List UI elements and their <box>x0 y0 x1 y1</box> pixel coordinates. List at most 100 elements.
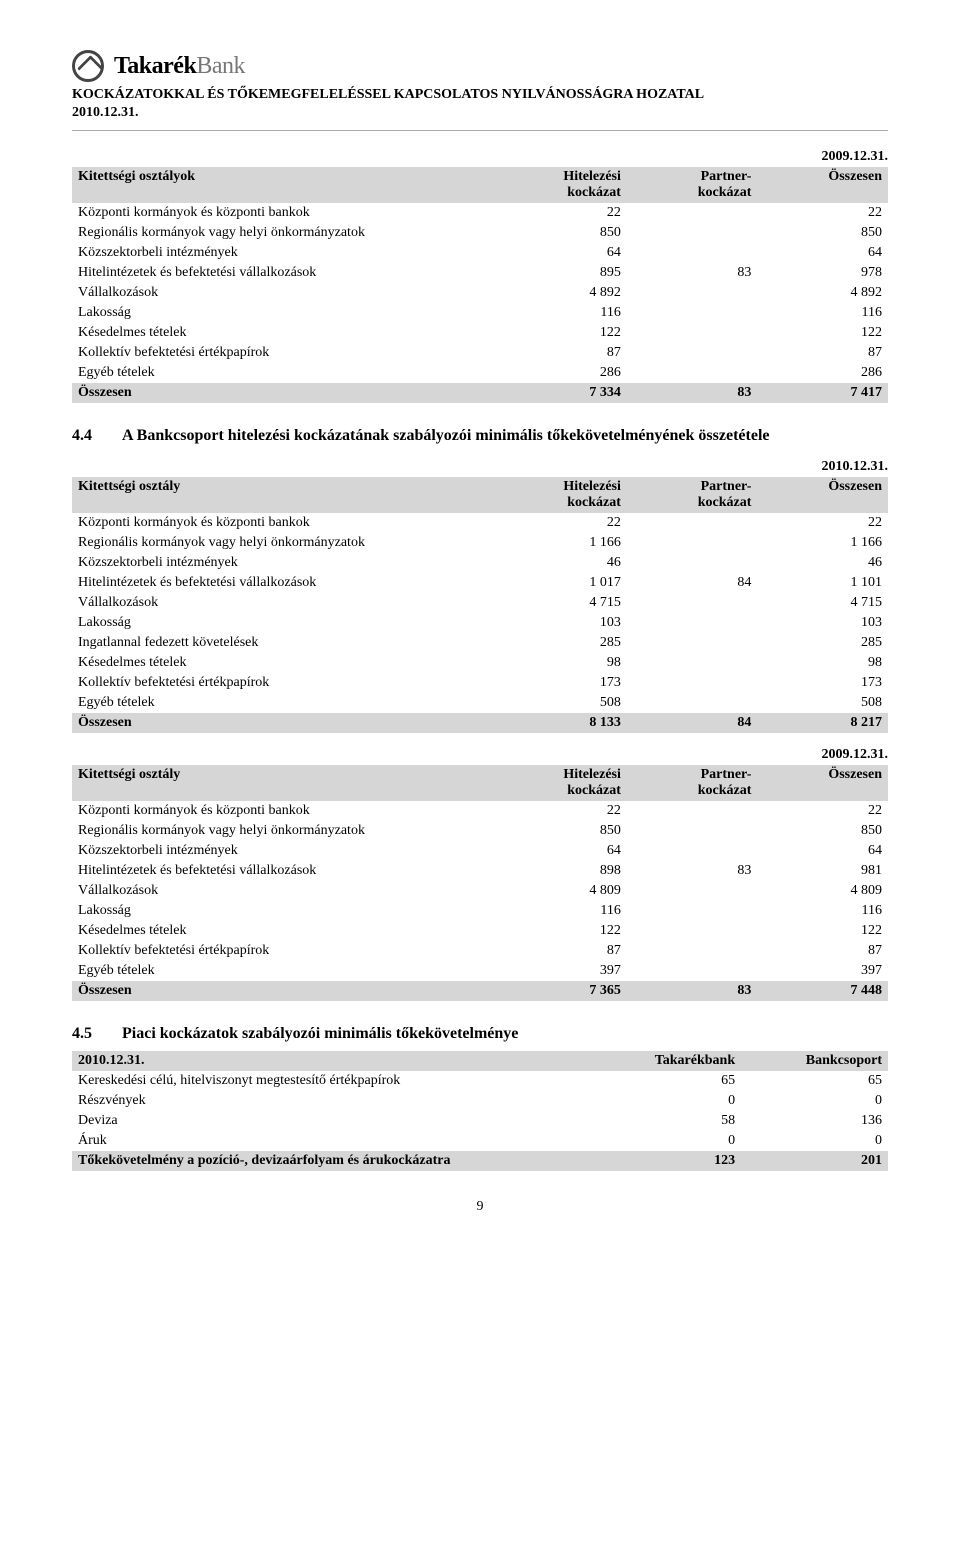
table-row: Egyéb tételek 397 397 <box>72 961 888 981</box>
row-v3: 508 <box>757 693 888 713</box>
table-row: Közszektorbeli intézmények 46 46 <box>72 553 888 573</box>
row-v3: 173 <box>757 673 888 693</box>
total-v3: 8 217 <box>757 713 888 733</box>
table3-total: Összesen 7 365 83 7 448 <box>72 981 888 1001</box>
header-title: KOCKÁZATOKKAL ÉS TŐKEMEGFELELÉSSEL KAPCS… <box>72 86 888 122</box>
total-v3: 7 448 <box>757 981 888 1001</box>
table-row: Egyéb tételek 508 508 <box>72 693 888 713</box>
table-row: Részvények 0 0 <box>72 1091 888 1111</box>
total-label: Összesen <box>72 713 496 733</box>
section-44: 4.4 A Bankcsoport hitelezési kockázatána… <box>72 427 888 445</box>
row-v1: 1 017 <box>496 573 627 593</box>
section-45-title: Piaci kockázatok szabályozói minimális t… <box>122 1025 888 1043</box>
row-label: Közszektorbeli intézmények <box>72 553 496 573</box>
row-v2 <box>627 243 758 263</box>
row-v3: 116 <box>757 303 888 323</box>
logo: TakarékBank <box>72 50 888 82</box>
row-v1: 173 <box>496 673 627 693</box>
logo-text-sub: Bank <box>196 53 245 79</box>
table-row: Kollektív befektetési értékpapírok 87 87 <box>72 343 888 363</box>
row-label: Kollektív befektetési értékpapírok <box>72 673 496 693</box>
total-label: Összesen <box>72 383 496 403</box>
row-v1: 4 809 <box>496 881 627 901</box>
row-v1: 4 892 <box>496 283 627 303</box>
table2-h1: Hitelezésikockázat <box>496 477 627 513</box>
table1-h3: Összesen <box>757 167 888 203</box>
row-v2: 84 <box>627 573 758 593</box>
total-v1: 123 <box>594 1151 741 1171</box>
row-v3: 4 892 <box>757 283 888 303</box>
row-v2 <box>627 941 758 961</box>
row-v1: 103 <box>496 613 627 633</box>
row-v3: 46 <box>757 553 888 573</box>
row-label: Központi kormányok és központi bankok <box>72 801 496 821</box>
row-v3: 64 <box>757 243 888 263</box>
total-label: Összesen <box>72 981 496 1001</box>
row-v2 <box>627 633 758 653</box>
row-v3: 22 <box>757 801 888 821</box>
row-v1: 64 <box>496 841 627 861</box>
table1-date: 2009.12.31. <box>72 149 888 165</box>
row-v2 <box>627 921 758 941</box>
row-v3: 1 166 <box>757 533 888 553</box>
row-v1: 285 <box>496 633 627 653</box>
row-v3: 116 <box>757 901 888 921</box>
row-v1: 122 <box>496 921 627 941</box>
row-label: Deviza <box>72 1111 594 1131</box>
row-v2: 136 <box>741 1111 888 1131</box>
page-header: TakarékBank KOCKÁZATOKKAL ÉS TŐKEMEGFELE… <box>72 50 888 131</box>
row-label: Regionális kormányok vagy helyi önkormán… <box>72 533 496 553</box>
table-row: Központi kormányok és központi bankok 22… <box>72 513 888 533</box>
table-row: Központi kormányok és központi bankok 22… <box>72 801 888 821</box>
row-v3: 4 715 <box>757 593 888 613</box>
row-v1: 508 <box>496 693 627 713</box>
row-v1: 22 <box>496 513 627 533</box>
row-v3: 286 <box>757 363 888 383</box>
row-v2 <box>627 693 758 713</box>
page-number: 9 <box>72 1199 888 1215</box>
row-v3: 22 <box>757 203 888 223</box>
total-v1: 7 334 <box>496 383 627 403</box>
row-v2 <box>627 901 758 921</box>
row-v2 <box>627 303 758 323</box>
row-v3: 64 <box>757 841 888 861</box>
row-label: Regionális kormányok vagy helyi önkormán… <box>72 223 496 243</box>
section-44-title: A Bankcsoport hitelezési kockázatának sz… <box>122 427 888 445</box>
table4: 2010.12.31. Takarékbank Bankcsoport Kere… <box>72 1051 888 1171</box>
table1-h1: Hitelezésikockázat <box>496 167 627 203</box>
row-v2 <box>627 653 758 673</box>
table-row: Kollektív befektetési értékpapírok 87 87 <box>72 941 888 961</box>
row-v1: 87 <box>496 941 627 961</box>
table-row: Hitelintézetek és befektetési vállalkozá… <box>72 573 888 593</box>
table-row: Közszektorbeli intézmények 64 64 <box>72 841 888 861</box>
table2-h0: Kitettségi osztály <box>72 477 496 513</box>
table-row: Közszektorbeli intézmények 64 64 <box>72 243 888 263</box>
row-label: Hitelintézetek és befektetési vállalkozá… <box>72 263 496 283</box>
row-v1: 286 <box>496 363 627 383</box>
row-label: Egyéb tételek <box>72 693 496 713</box>
row-v1: 116 <box>496 303 627 323</box>
row-v2 <box>627 203 758 223</box>
total-v2: 201 <box>741 1151 888 1171</box>
row-v1: 58 <box>594 1111 741 1131</box>
row-v1: 850 <box>496 223 627 243</box>
row-v3: 122 <box>757 323 888 343</box>
row-label: Lakosság <box>72 303 496 323</box>
table-row: Hitelintézetek és befektetési vállalkozá… <box>72 861 888 881</box>
row-label: Lakosság <box>72 901 496 921</box>
table4-total: Tőkekövetelmény a pozíció-, devizaárfoly… <box>72 1151 888 1171</box>
row-label: Hitelintézetek és befektetési vállalkozá… <box>72 573 496 593</box>
row-label: Késedelmes tételek <box>72 323 496 343</box>
row-v3: 978 <box>757 263 888 283</box>
header-title-line1: KOCKÁZATOKKAL ÉS TŐKEMEGFELELÉSSEL KAPCS… <box>72 87 704 102</box>
row-v2 <box>627 593 758 613</box>
row-label: Regionális kormányok vagy helyi önkormán… <box>72 821 496 841</box>
table1: Kitettségi osztályok Hitelezésikockázat … <box>72 167 888 403</box>
row-v3: 22 <box>757 513 888 533</box>
row-v3: 285 <box>757 633 888 653</box>
row-label: Áruk <box>72 1131 594 1151</box>
row-label: Ingatlannal fedezett követelések <box>72 633 496 653</box>
row-label: Kollektív befektetési értékpapírok <box>72 343 496 363</box>
table2-date: 2010.12.31. <box>72 459 888 475</box>
logo-text-main: Takarék <box>114 53 196 79</box>
